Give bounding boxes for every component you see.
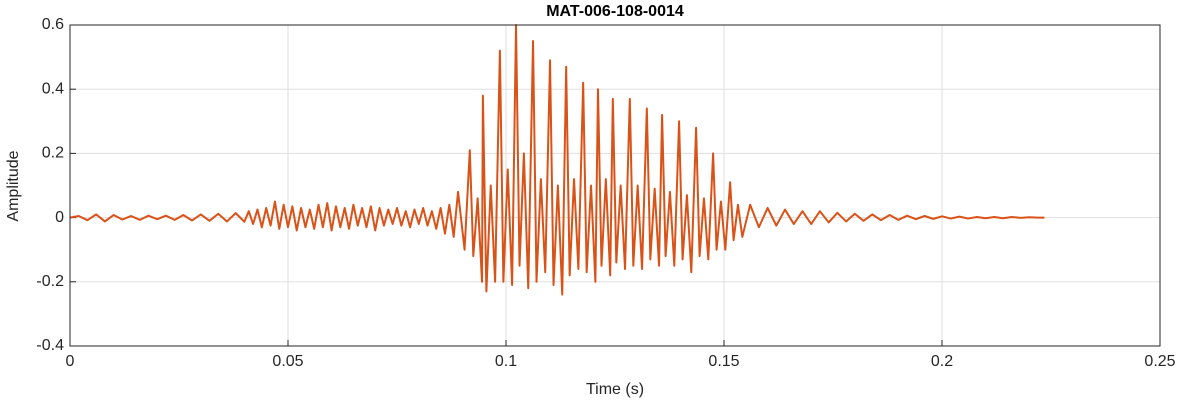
x-axis-label: Time (s) bbox=[586, 381, 644, 398]
x-tick-label: 0.2 bbox=[931, 353, 953, 370]
axes-box bbox=[69, 24, 1161, 347]
x-tick-label: 0.15 bbox=[708, 353, 739, 370]
y-axis-label: Amplitude bbox=[5, 150, 22, 221]
chart-title: MAT-006-108-0014 bbox=[546, 3, 684, 20]
waveform-line bbox=[69, 24, 1045, 296]
x-tick-label: 0.25 bbox=[1144, 353, 1175, 370]
y-tick-label: 0.6 bbox=[42, 16, 64, 33]
y-tick-label: 0 bbox=[55, 209, 64, 226]
y-tick-label: -0.2 bbox=[36, 273, 64, 290]
y-tick-label: -0.4 bbox=[36, 337, 64, 354]
x-tick-label: 0.1 bbox=[495, 353, 517, 370]
y-tick-label: 0.4 bbox=[42, 80, 64, 97]
x-tick-label: 0.05 bbox=[272, 353, 303, 370]
x-tick-label: 0 bbox=[66, 353, 75, 370]
y-tick-label: 0.2 bbox=[42, 145, 64, 162]
